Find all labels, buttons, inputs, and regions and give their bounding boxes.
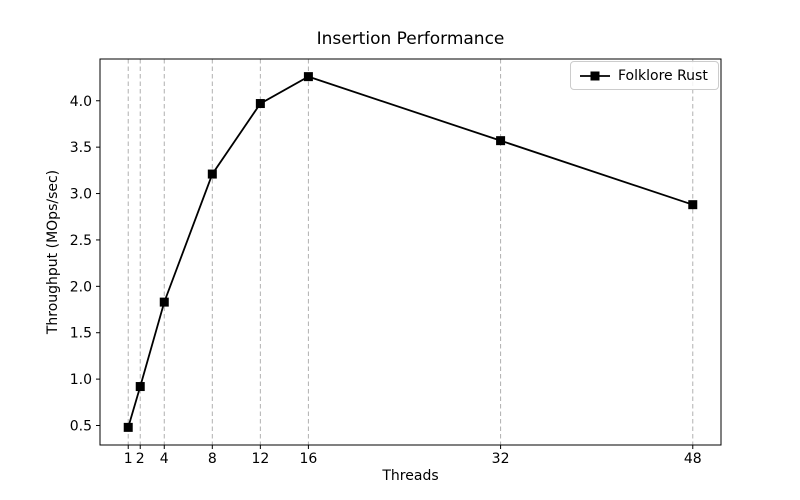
x-tick-label: 12 xyxy=(251,451,269,467)
x-tick-label: 1 xyxy=(124,451,133,467)
legend-line-marker-sample xyxy=(580,70,610,82)
x-tick-label: 2 xyxy=(136,451,145,467)
data-point-marker xyxy=(159,297,169,307)
data-point-marker xyxy=(496,136,506,146)
data-point-marker xyxy=(123,422,133,432)
y-tick-label: 1.5 xyxy=(70,326,92,342)
data-line xyxy=(127,75,694,428)
legend: Folklore Rust xyxy=(570,61,719,90)
y-axis-label: Throughput (MOps/sec) xyxy=(45,169,61,335)
x-tick-label: 8 xyxy=(208,451,217,467)
y-tick-label: 2.0 xyxy=(70,279,92,295)
chart-title: Insertion Performance xyxy=(316,29,505,49)
plot-border xyxy=(99,58,722,446)
data-point-marker xyxy=(688,200,698,210)
y-tick-label: 3.0 xyxy=(70,187,92,203)
data-point-marker xyxy=(303,72,313,82)
x-tick-label: 4 xyxy=(160,451,169,467)
y-tick-label: 2.5 xyxy=(70,233,92,249)
legend-sample-square-marker xyxy=(590,71,600,80)
legend-label: Folklore Rust xyxy=(618,67,708,84)
x-tick-label: 48 xyxy=(684,451,702,467)
y-tick-label: 3.5 xyxy=(70,140,92,156)
x-tick-label: 32 xyxy=(492,451,510,467)
y-tick-label: 0.5 xyxy=(70,419,92,435)
data-point-marker xyxy=(255,99,265,109)
x-axis-label: Threads xyxy=(382,468,439,484)
data-point-marker xyxy=(135,382,145,392)
y-tick-label: 4.0 xyxy=(70,94,92,110)
x-tick-label: 16 xyxy=(299,451,317,467)
y-tick-label: 1.0 xyxy=(70,372,92,388)
data-point-marker xyxy=(207,169,217,179)
